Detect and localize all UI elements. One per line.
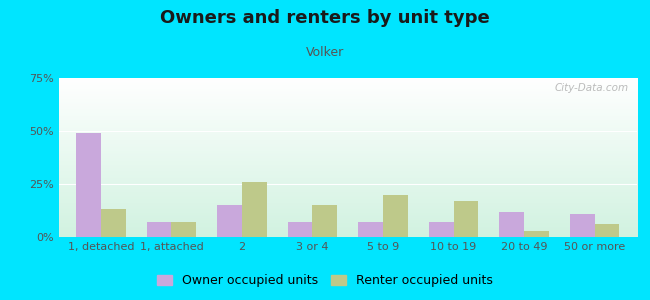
Bar — [172, 222, 196, 237]
Bar — [454, 201, 478, 237]
Bar — [595, 224, 619, 237]
Text: City-Data.com: City-Data.com — [554, 83, 629, 93]
Bar — [429, 222, 454, 237]
Bar — [524, 231, 549, 237]
Bar — [76, 133, 101, 237]
Bar — [217, 205, 242, 237]
Bar — [383, 195, 408, 237]
Bar — [147, 222, 172, 237]
Bar — [313, 205, 337, 237]
Bar — [570, 214, 595, 237]
Bar — [288, 222, 313, 237]
Legend: Owner occupied units, Renter occupied units: Owner occupied units, Renter occupied un… — [152, 269, 498, 292]
Bar — [499, 212, 524, 237]
Text: Owners and renters by unit type: Owners and renters by unit type — [160, 9, 490, 27]
Bar — [101, 209, 125, 237]
Bar — [358, 222, 383, 237]
Text: Volker: Volker — [306, 46, 344, 59]
Bar — [242, 182, 266, 237]
